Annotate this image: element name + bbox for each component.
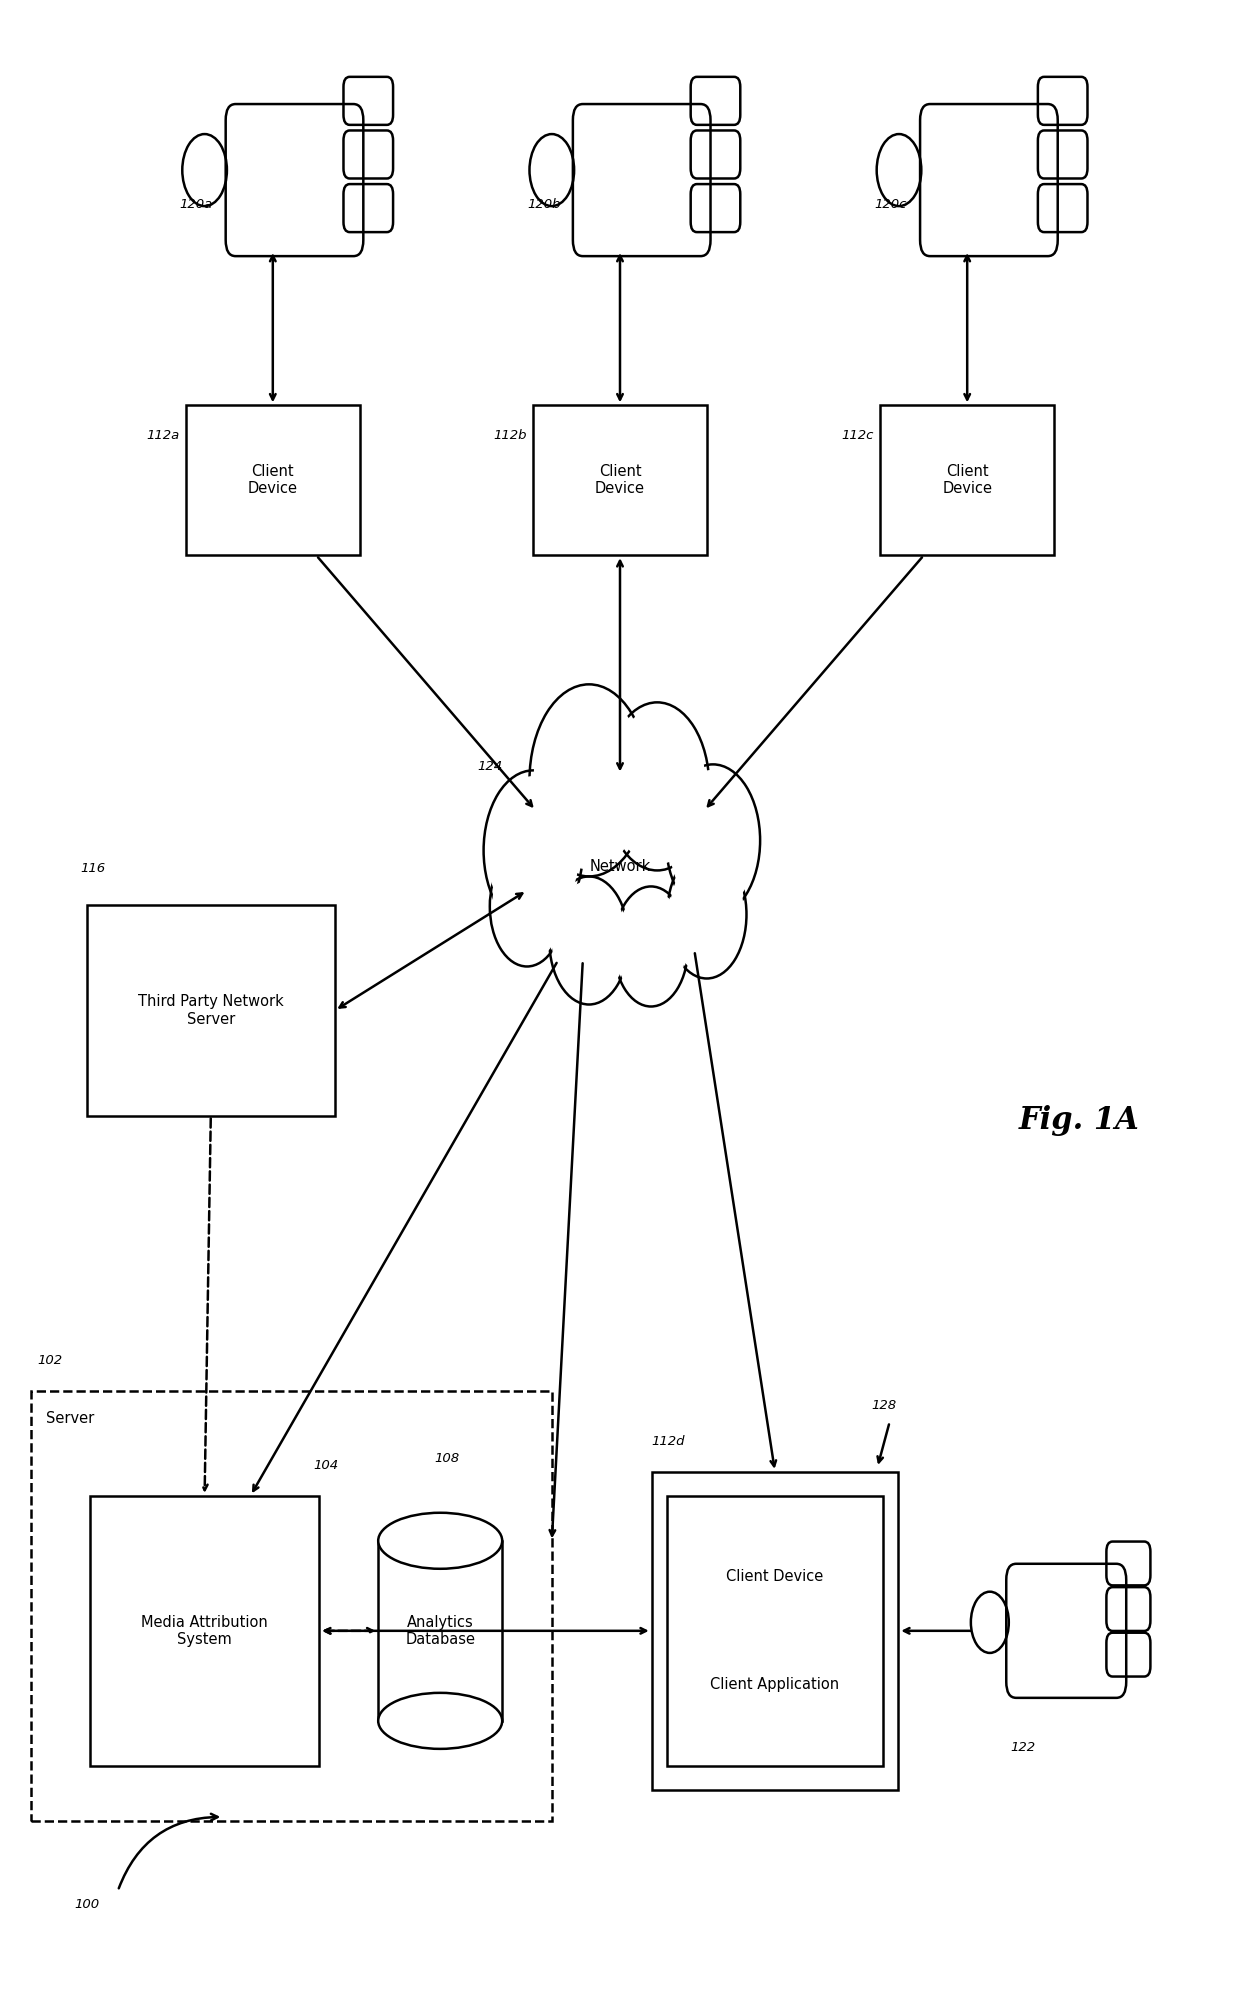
Text: Client
Device: Client Device: [248, 464, 298, 496]
Circle shape: [549, 876, 629, 1005]
Circle shape: [666, 764, 760, 916]
Text: 102: 102: [37, 1355, 62, 1367]
Text: 128: 128: [870, 1399, 897, 1413]
FancyBboxPatch shape: [533, 404, 707, 554]
FancyBboxPatch shape: [87, 904, 335, 1115]
Text: Client
Device: Client Device: [942, 464, 992, 496]
Circle shape: [616, 890, 686, 1003]
Circle shape: [484, 770, 583, 930]
Circle shape: [487, 776, 579, 924]
Text: 112d: 112d: [652, 1435, 686, 1449]
Text: 112c: 112c: [842, 428, 874, 442]
Ellipse shape: [533, 790, 707, 930]
Circle shape: [553, 882, 625, 998]
Circle shape: [671, 856, 743, 972]
Circle shape: [609, 708, 706, 864]
Circle shape: [529, 684, 649, 876]
Text: Media Attribution
System: Media Attribution System: [141, 1615, 268, 1647]
FancyBboxPatch shape: [186, 404, 360, 554]
Text: 120b: 120b: [527, 198, 560, 210]
FancyBboxPatch shape: [91, 1497, 320, 1767]
Text: 122: 122: [1011, 1741, 1035, 1753]
Text: Client
Device: Client Device: [595, 464, 645, 496]
FancyBboxPatch shape: [31, 1391, 552, 1821]
Text: 104: 104: [312, 1459, 339, 1471]
Text: 120a: 120a: [180, 198, 213, 210]
Circle shape: [614, 886, 688, 1007]
Bar: [378, 1541, 502, 1721]
Circle shape: [534, 692, 644, 868]
Text: 116: 116: [81, 862, 105, 874]
FancyBboxPatch shape: [880, 404, 1054, 554]
Circle shape: [605, 702, 709, 870]
Ellipse shape: [378, 1513, 502, 1569]
Circle shape: [492, 850, 562, 962]
Text: 108: 108: [434, 1453, 459, 1465]
Text: Analytics
Database: Analytics Database: [405, 1615, 475, 1647]
Text: Client Application: Client Application: [711, 1677, 839, 1693]
Text: 112b: 112b: [494, 428, 527, 442]
Text: 100: 100: [74, 1899, 99, 1911]
FancyBboxPatch shape: [652, 1471, 898, 1789]
Text: 124: 124: [477, 760, 502, 772]
Text: Fig. 1A: Fig. 1A: [1018, 1105, 1140, 1137]
Circle shape: [670, 770, 756, 910]
Text: Network: Network: [589, 858, 651, 874]
Text: Server: Server: [46, 1411, 94, 1425]
Circle shape: [490, 846, 564, 966]
Text: 112a: 112a: [146, 428, 180, 442]
Circle shape: [667, 850, 746, 978]
FancyBboxPatch shape: [667, 1497, 883, 1767]
Text: 120c: 120c: [874, 198, 906, 210]
Text: Third Party Network
Server: Third Party Network Server: [138, 994, 284, 1027]
Ellipse shape: [378, 1693, 502, 1749]
FancyArrowPatch shape: [119, 1813, 218, 1889]
Text: Client Device: Client Device: [727, 1569, 823, 1585]
